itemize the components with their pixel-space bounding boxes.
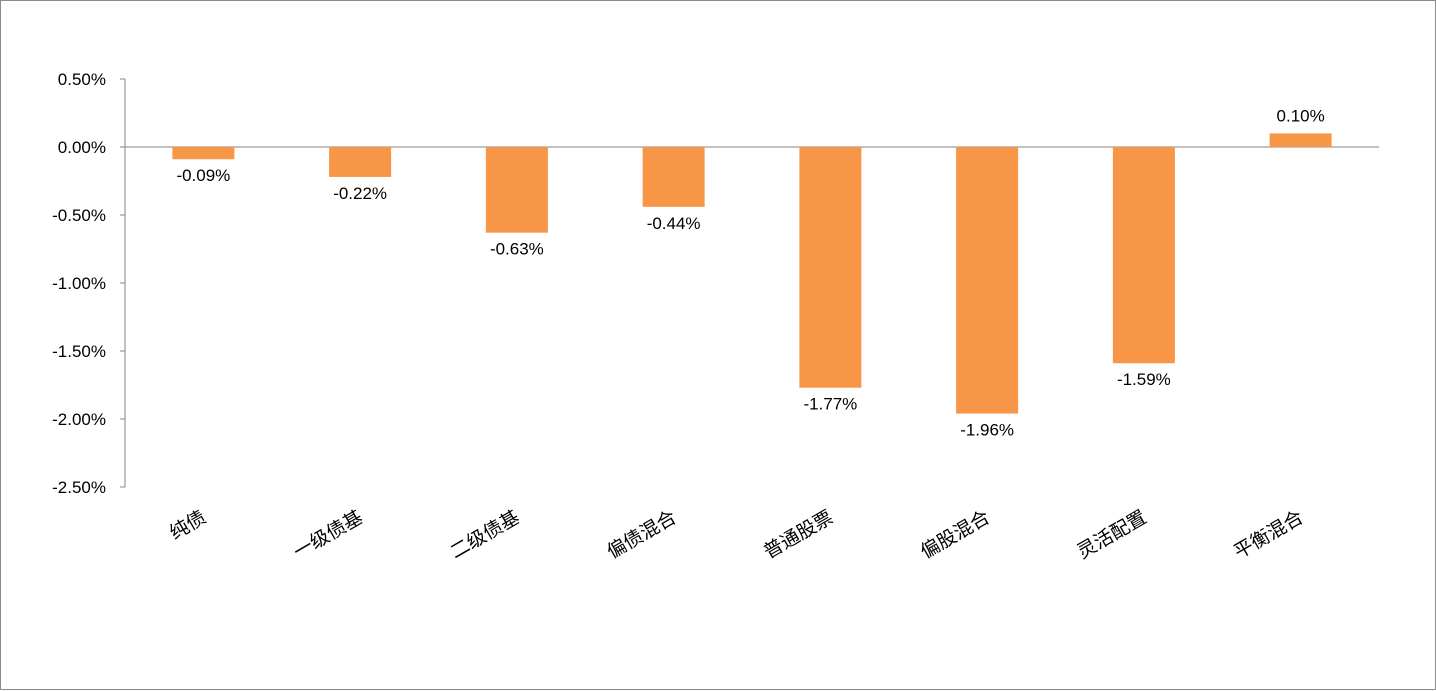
x-category-label: 普通股票 — [760, 506, 837, 563]
x-category-label: 灵活配置 — [1074, 506, 1151, 563]
chart-data-labels: -0.09% -0.22% -0.63% -0.44% -1.77% -1.96% -1.5… — [176, 106, 1324, 439]
bar — [485, 147, 548, 233]
x-category-label: 纯债 — [166, 506, 210, 544]
chart-axes — [120, 78, 1379, 488]
y-tick-label: -2.50% — [52, 478, 106, 497]
bar — [172, 147, 235, 160]
data-label: -0.63% — [490, 240, 544, 259]
x-category-label: 偏股混合 — [917, 506, 994, 563]
bar — [1269, 133, 1332, 147]
x-axis-category-labels: 纯债 一级债基 二级债基 偏债混合 普通股票 偏股混合 灵活配置 平衡混合 — [166, 506, 1307, 563]
y-tick-label: -2.00% — [52, 410, 106, 429]
y-tick-label: -0.50% — [52, 206, 106, 225]
x-category-label: 一级债基 — [290, 506, 367, 563]
data-label: -1.77% — [803, 395, 857, 414]
bar — [642, 147, 705, 207]
bar — [799, 147, 862, 388]
data-label: -0.44% — [647, 214, 701, 233]
data-label: -0.22% — [333, 184, 387, 203]
chart-bars — [172, 133, 1332, 414]
y-tick-label: 0.50% — [58, 70, 106, 89]
bar — [956, 147, 1019, 414]
y-axis-tick-labels: 0.50% 0.00% -0.50% -1.00% -1.50% -2.00% -2.50% — [52, 70, 106, 497]
bar — [329, 147, 392, 177]
y-tick-label: -1.50% — [52, 342, 106, 361]
data-label: -1.96% — [960, 421, 1014, 440]
x-category-label: 二级债基 — [447, 506, 524, 563]
bar — [1112, 147, 1175, 364]
data-label: 0.10% — [1277, 106, 1325, 125]
y-tick-label: 0.00% — [58, 138, 106, 157]
x-category-label: 平衡混合 — [1230, 506, 1307, 563]
y-tick-label: -1.00% — [52, 274, 106, 293]
data-label: -0.09% — [176, 166, 230, 185]
x-category-label: 偏债混合 — [603, 506, 680, 563]
data-label: -1.59% — [1117, 370, 1171, 389]
